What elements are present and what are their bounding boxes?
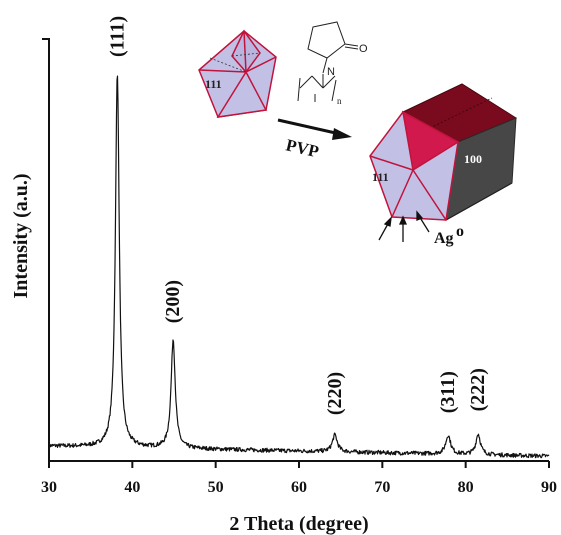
x-tick-label: 80 [458, 479, 474, 496]
x-tick-label: 30 [41, 479, 57, 496]
peak-label: (220) [324, 372, 346, 415]
x-tick-label: 40 [124, 479, 140, 496]
carbonyl-bond [344, 46, 359, 50]
ag-atom-label: Ag [434, 230, 454, 247]
x-tick-label: 50 [208, 479, 224, 496]
x-tick-label: 70 [374, 479, 390, 496]
x-tick-label: 90 [541, 479, 557, 496]
nanowire-top-ridge [429, 97, 493, 129]
nanowire-end-edge [391, 169, 414, 218]
oxygen-atom-label: O [359, 43, 368, 55]
nanowire-end-edge [412, 169, 447, 221]
peak-label: (111) [106, 16, 128, 57]
x-tick-label: 60 [291, 479, 307, 496]
n-bond [322, 57, 328, 74]
reaction-arrow: PVP [277, 118, 352, 161]
decahedral-seed: 111 [198, 29, 277, 118]
xrd-pattern-line [48, 75, 550, 459]
ag-arrowhead [399, 215, 407, 225]
peak-label: (311) [437, 371, 459, 413]
seed-hidden-edge [231, 52, 261, 57]
backbone [322, 75, 336, 89]
peak-label: (200) [162, 280, 184, 323]
backbone [311, 75, 324, 89]
x-axis-title: 2 Theta (degree) [229, 513, 368, 535]
nanowire-side-edge [445, 182, 513, 221]
ag-deposition-arrows [378, 210, 430, 242]
bracket-left [297, 77, 301, 102]
carbonyl-bond [344, 43, 359, 47]
peak-label: (222) [467, 368, 489, 411]
x-ticks [48, 461, 550, 468]
pvp-molecule [297, 21, 359, 102]
seed-edge [245, 56, 277, 73]
ag-arrowhead [383, 216, 392, 227]
seed-edge [243, 30, 247, 73]
pentagonal-nanowire: 111 100 [369, 83, 518, 221]
x-tick-labels: 30 40 50 60 70 80 90 [41, 479, 557, 496]
nanowire-end-label: 111 [372, 170, 389, 184]
peak-labels: (111) (200) (220) (311) (222) [106, 16, 489, 415]
ag-atom-superscript: o [456, 223, 464, 240]
axes: 30 40 50 60 70 80 90 2 Theta (degree) Intensit… [10, 38, 557, 535]
backbone [299, 75, 313, 89]
arrow-head [332, 128, 352, 140]
arrow-shaft [277, 118, 341, 136]
pyrrolidone-ring [307, 21, 346, 59]
nanowire-end-red-facet [401, 110, 460, 172]
polymer-subscript: n [337, 96, 342, 106]
seed-face-label: 111 [205, 77, 222, 91]
growth-schematic: 111 N O n PVP [198, 21, 518, 247]
seed-edge [198, 69, 247, 73]
seed-hidden-edge [209, 57, 247, 73]
nanowire-end-edge [369, 155, 414, 171]
seed-lower-facet [216, 70, 268, 118]
y-axis-title: Intensity (a.u.) [10, 173, 32, 298]
nitrogen-atom-label: N [327, 66, 335, 78]
pvp-label: PVP [284, 135, 320, 161]
bracket-right [331, 79, 337, 102]
nanowire-side-label: 100 [464, 152, 482, 166]
ag-arrowhead [416, 210, 424, 221]
